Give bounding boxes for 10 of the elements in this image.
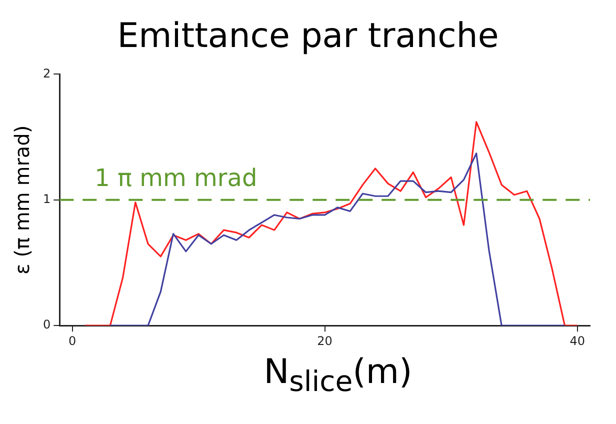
x-tick-label: 20 bbox=[317, 334, 332, 348]
y-tick-label: 1 bbox=[42, 192, 51, 206]
x-axis-title: N$_{slice}$(m) bbox=[262, 352, 414, 398]
x-tick-label: 0 bbox=[68, 334, 76, 348]
y-axis-title: ε (π mm mrad) bbox=[10, 125, 34, 274]
y-tick-label: 0 bbox=[42, 318, 51, 332]
y-tick-label: 2 bbox=[42, 66, 51, 80]
chart-title: Emittance par tranche bbox=[116, 15, 500, 58]
ref-line-label: 1 π mm mrad bbox=[94, 164, 258, 192]
x-tick-label: 40 bbox=[570, 334, 586, 348]
